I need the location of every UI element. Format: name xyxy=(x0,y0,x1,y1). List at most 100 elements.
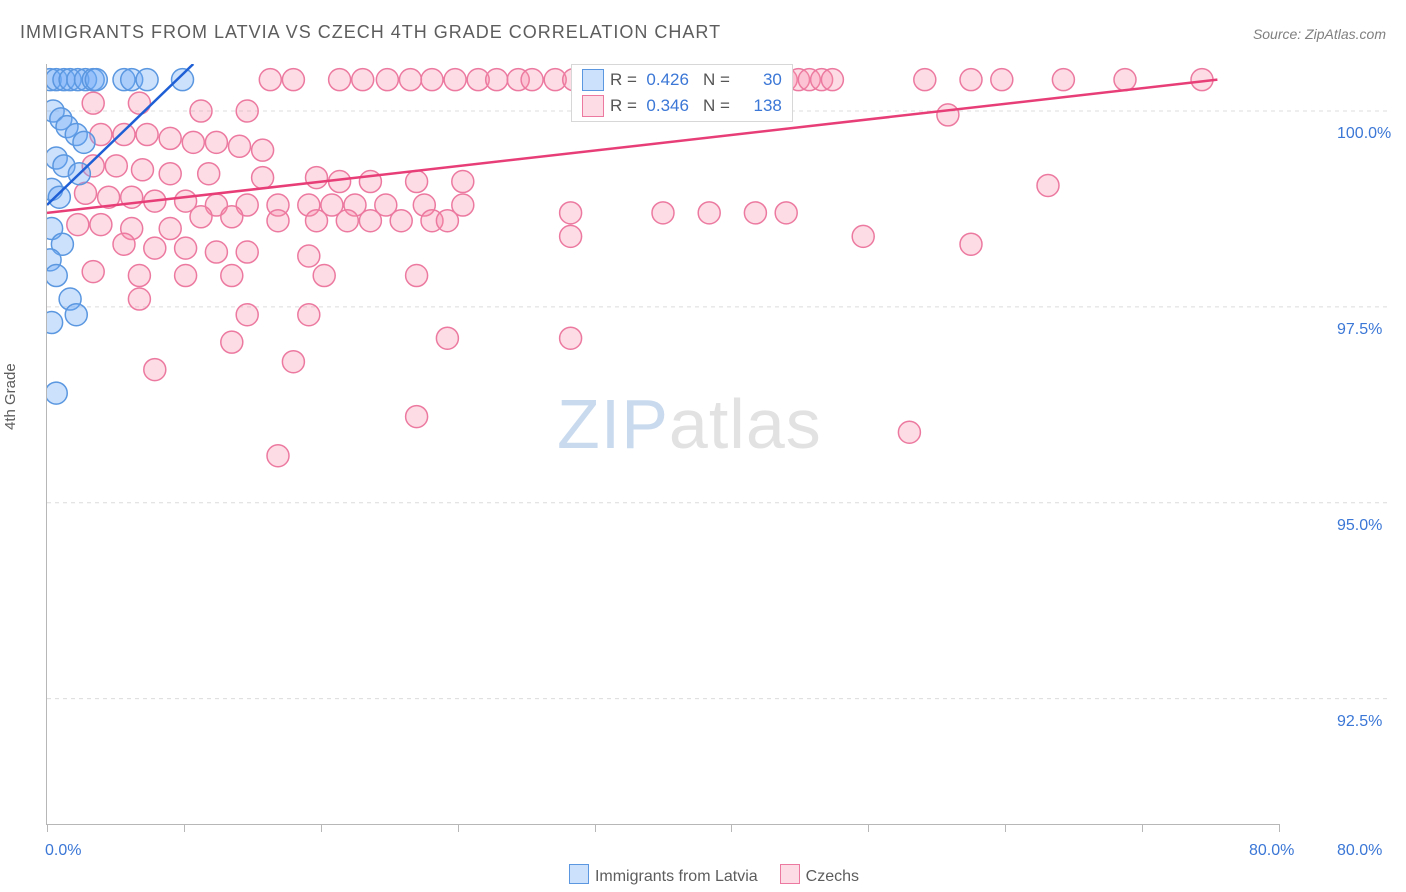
scatter-point-czech xyxy=(190,206,212,228)
scatter-point-czech xyxy=(159,218,181,240)
scatter-point-czech xyxy=(190,100,212,122)
scatter-point-czech xyxy=(282,69,304,91)
x-tick xyxy=(47,824,48,832)
x-tick xyxy=(868,824,869,832)
scatter-point-czech xyxy=(298,245,320,267)
scatter-point-czech xyxy=(560,327,582,349)
scatter-point-czech xyxy=(282,351,304,373)
scatter-point-czech xyxy=(436,327,458,349)
legend: Immigrants from Latvia Czechs xyxy=(0,864,1406,886)
scatter-point-czech xyxy=(698,202,720,224)
scatter-point-czech xyxy=(182,131,204,153)
scatter-point-latvia xyxy=(73,131,95,153)
scatter-point-czech xyxy=(1037,174,1059,196)
scatter-point-czech xyxy=(128,265,150,287)
scatter-point-czech xyxy=(298,304,320,326)
scatter-point-czech xyxy=(128,92,150,114)
scatter-point-latvia xyxy=(136,69,158,91)
scatter-point-czech xyxy=(82,261,104,283)
scatter-point-czech xyxy=(67,214,89,236)
stat-n-value: 138 xyxy=(736,96,782,116)
scatter-point-latvia xyxy=(47,265,67,287)
scatter-point-czech xyxy=(221,331,243,353)
scatter-point-czech xyxy=(390,210,412,232)
scatter-point-czech xyxy=(236,304,258,326)
scatter-point-czech xyxy=(452,171,474,193)
stat-r-label: R = xyxy=(610,70,637,90)
legend-label: Czechs xyxy=(806,868,859,885)
scatter-point-czech xyxy=(1052,69,1074,91)
x-tick xyxy=(731,824,732,832)
scatter-point-czech xyxy=(359,210,381,232)
scatter-point-czech xyxy=(159,127,181,149)
scatter-point-czech xyxy=(128,288,150,310)
x-tick-label: 80.0% xyxy=(1337,842,1382,860)
scatter-point-czech xyxy=(229,135,251,157)
scatter-point-czech xyxy=(306,167,328,189)
scatter-point-czech xyxy=(406,406,428,428)
scatter-point-czech xyxy=(136,124,158,146)
scatter-chart xyxy=(47,64,1399,824)
scatter-point-czech xyxy=(821,69,843,91)
scatter-point-czech xyxy=(421,69,443,91)
scatter-point-czech xyxy=(175,265,197,287)
scatter-point-czech xyxy=(313,265,335,287)
scatter-point-czech xyxy=(991,69,1013,91)
scatter-point-czech xyxy=(336,210,358,232)
stat-r-value: 0.346 xyxy=(643,96,689,116)
scatter-point-czech xyxy=(521,69,543,91)
scatter-point-czech xyxy=(560,202,582,224)
stat-r-value: 0.426 xyxy=(643,70,689,90)
scatter-point-czech xyxy=(852,225,874,247)
scatter-point-czech xyxy=(105,155,127,177)
scatter-point-czech xyxy=(205,131,227,153)
scatter-point-czech xyxy=(406,265,428,287)
x-tick xyxy=(458,824,459,832)
scatter-point-czech xyxy=(444,69,466,91)
scatter-point-czech xyxy=(306,210,328,232)
x-tick xyxy=(595,824,596,832)
scatter-point-czech xyxy=(652,202,674,224)
y-axis-label: 4th Grade xyxy=(2,363,19,430)
scatter-point-latvia xyxy=(172,69,194,91)
scatter-point-czech xyxy=(252,139,274,161)
legend-swatch xyxy=(569,864,589,884)
scatter-point-czech xyxy=(267,210,289,232)
scatter-point-czech xyxy=(82,92,104,114)
scatter-point-czech xyxy=(90,214,112,236)
scatter-point-czech xyxy=(352,69,374,91)
scatter-point-czech xyxy=(267,445,289,467)
scatter-point-czech xyxy=(486,69,508,91)
scatter-point-czech xyxy=(560,225,582,247)
scatter-point-czech xyxy=(359,171,381,193)
scatter-point-latvia xyxy=(65,304,87,326)
scatter-point-latvia xyxy=(48,186,70,208)
scatter-point-czech xyxy=(399,69,421,91)
scatter-point-czech xyxy=(236,241,258,263)
plot-area: ZIPatlas R =0.426N =30R =0.346N =138 92.… xyxy=(46,64,1279,825)
scatter-point-czech xyxy=(914,69,936,91)
scatter-point-czech xyxy=(131,159,153,181)
scatter-point-latvia xyxy=(85,69,107,91)
scatter-point-czech xyxy=(144,359,166,381)
scatter-point-czech xyxy=(198,163,220,185)
stat-n-label: N = xyxy=(703,70,730,90)
x-tick xyxy=(1279,824,1280,832)
scatter-point-czech xyxy=(113,124,135,146)
stat-n-label: N = xyxy=(703,96,730,116)
y-tick-label: 97.5% xyxy=(1337,321,1382,339)
legend-label: Immigrants from Latvia xyxy=(595,868,758,885)
scatter-point-czech xyxy=(744,202,766,224)
x-tick-label: 80.0% xyxy=(1249,842,1294,860)
scatter-point-czech xyxy=(236,100,258,122)
legend-swatch xyxy=(780,864,800,884)
scatter-point-czech xyxy=(75,182,97,204)
correlation-stats-box: R =0.426N =30R =0.346N =138 xyxy=(571,64,793,122)
scatter-point-czech xyxy=(1114,69,1136,91)
scatter-point-czech xyxy=(898,421,920,443)
scatter-point-czech xyxy=(205,241,227,263)
scatter-point-czech xyxy=(406,171,428,193)
swatch-latvia xyxy=(582,69,604,91)
x-tick xyxy=(321,824,322,832)
stat-n-value: 30 xyxy=(736,70,782,90)
